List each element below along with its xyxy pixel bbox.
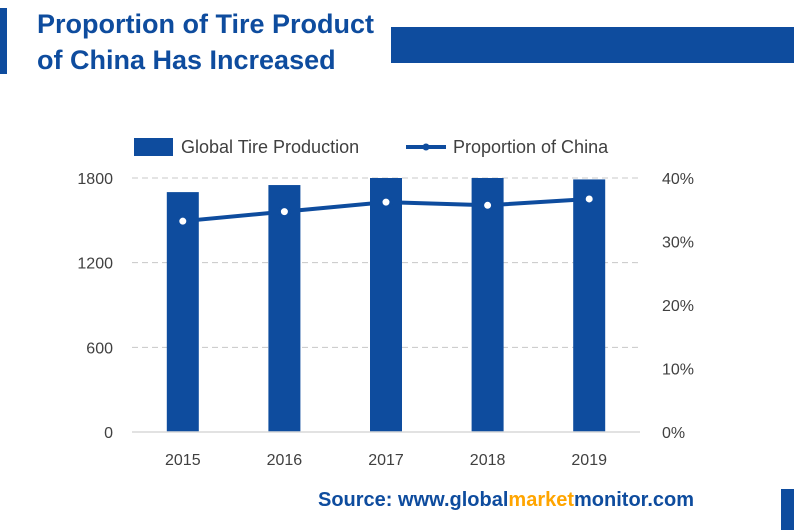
source-part-global: global — [449, 489, 509, 511]
bar-global-tire-production — [370, 178, 402, 432]
y-left-tick-label: 0 — [104, 425, 113, 442]
chart-title: Proportion of Tire Product of China Has … — [37, 9, 374, 75]
y-left-tick-label: 600 — [86, 340, 113, 357]
x-tick-label: 2017 — [368, 452, 404, 469]
legend-swatch-marker — [422, 143, 430, 151]
x-tick-label: 2016 — [267, 452, 303, 469]
source-credit: Source: www.globalmarketmonitor.com — [318, 489, 694, 512]
legend-swatch-bar — [134, 138, 173, 156]
y-left-tick-label: 1200 — [77, 256, 113, 273]
bar-global-tire-production — [268, 185, 301, 432]
legend-label-proportion-of-china: Proportion of China — [453, 137, 609, 157]
y-right-tick-label: 20% — [662, 298, 694, 315]
header-bar — [391, 27, 794, 63]
point-proportion-of-china — [176, 214, 190, 228]
point-proportion-of-china — [379, 195, 393, 209]
point-proportion-of-china — [277, 205, 291, 219]
y-left-tick-label: 1800 — [77, 171, 113, 188]
source-prefix: Source: www. — [318, 489, 450, 511]
y-right-tick-label: 40% — [662, 171, 694, 188]
source-part-monitor: monitor — [574, 489, 648, 511]
bar-global-tire-production — [166, 192, 199, 432]
line-series — [176, 192, 596, 228]
y-right-tick-label: 10% — [662, 362, 694, 379]
x-tick-label: 2018 — [470, 452, 506, 469]
source-part-market: market — [508, 489, 575, 511]
point-proportion-of-china — [582, 192, 596, 206]
x-tick-label: 2015 — [165, 452, 201, 469]
point-proportion-of-china — [481, 198, 495, 212]
corner-accent-bar — [781, 489, 794, 530]
axes: 1800 1200 600 0 40% 30% 20% 10% 0% 2015 2016 2017 20… — [77, 171, 694, 469]
legend: Global Tire Production Proportion of Chin… — [134, 137, 609, 157]
y-right-tick-label: 0% — [662, 425, 685, 442]
bar-global-tire-production — [471, 178, 504, 432]
bar-global-tire-production — [573, 179, 606, 432]
x-tick-label: 2019 — [571, 452, 607, 469]
source-suffix: .com — [647, 489, 695, 511]
title-accent-bar — [0, 8, 7, 74]
legend-label-global-tire-production: Global Tire Production — [181, 137, 359, 157]
bar-series — [166, 178, 606, 432]
y-right-tick-label: 30% — [662, 235, 694, 252]
